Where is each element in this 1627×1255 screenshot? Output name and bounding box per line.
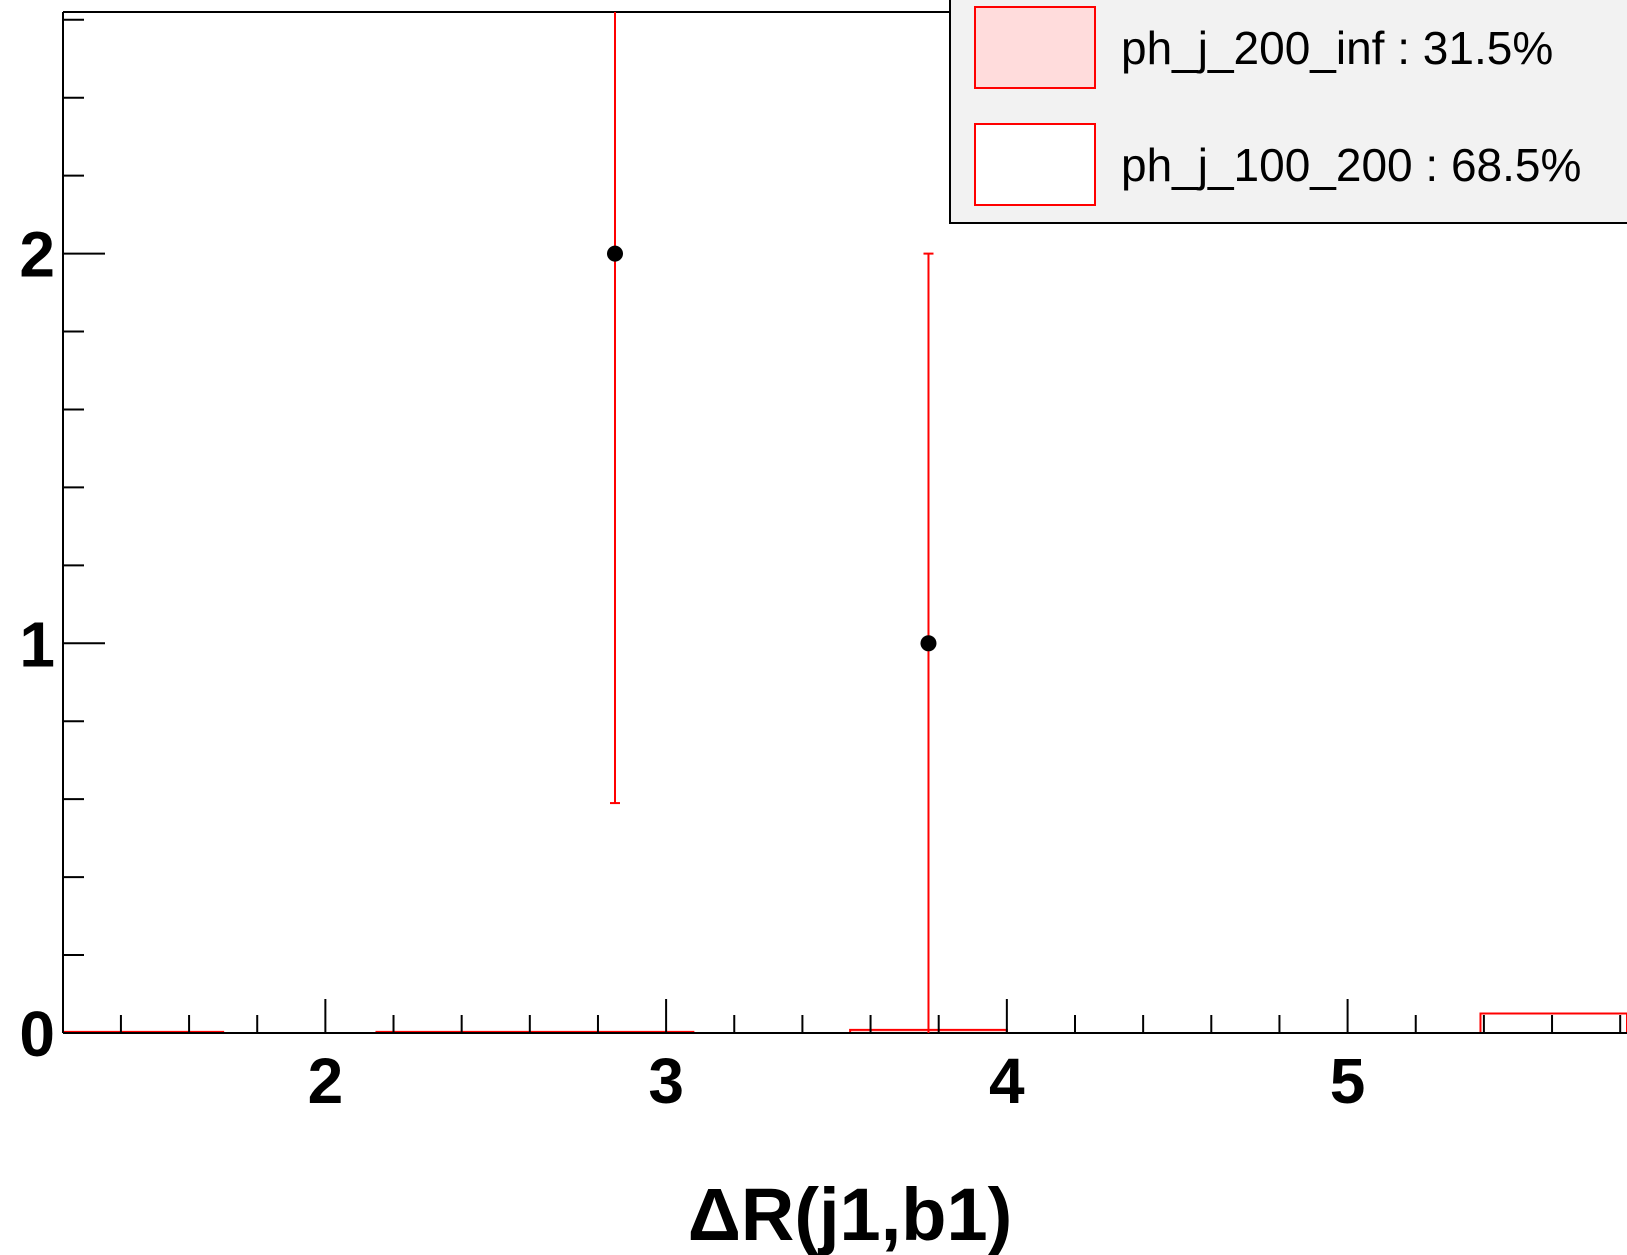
data-point-0 (607, 245, 623, 262)
x-tick-label-1: 3 (648, 1045, 684, 1117)
y-axis-ticks: 0 1 2 (19, 18, 105, 1070)
y-tick-label-0: 0 (19, 998, 55, 1070)
data-point-1 (920, 635, 937, 652)
y-tick-label-2: 2 (19, 219, 55, 291)
legend-label-0: ph_j_200_inf : 31.5% (1121, 22, 1553, 74)
legend-swatch-0 (974, 6, 1096, 89)
x-tick-label-0: 2 (308, 1045, 344, 1117)
legend-label-1: ph_j_100_200 : 68.5% (1121, 139, 1581, 191)
legend: ph_j_200_inf : 31.5% ph_j_100_200 : 68.5% (949, 0, 1627, 224)
x-axis-title: ΔR(j1,b1) (688, 1173, 1013, 1255)
histogram-layer (62, 1012, 1627, 1033)
data-points-layer (607, 12, 937, 1033)
x-tick-label-3: 5 (1330, 1045, 1366, 1117)
hist-bin-1-0 (1480, 1013, 1627, 1033)
hist-bin-outline-1-0 (1479, 1012, 1627, 1033)
y-tick-label-1: 1 (19, 608, 55, 680)
x-tick-label-2: 4 (989, 1045, 1025, 1117)
legend-swatch-1 (974, 123, 1096, 206)
x-axis-ticks: 2 3 4 5 (119, 999, 1622, 1117)
